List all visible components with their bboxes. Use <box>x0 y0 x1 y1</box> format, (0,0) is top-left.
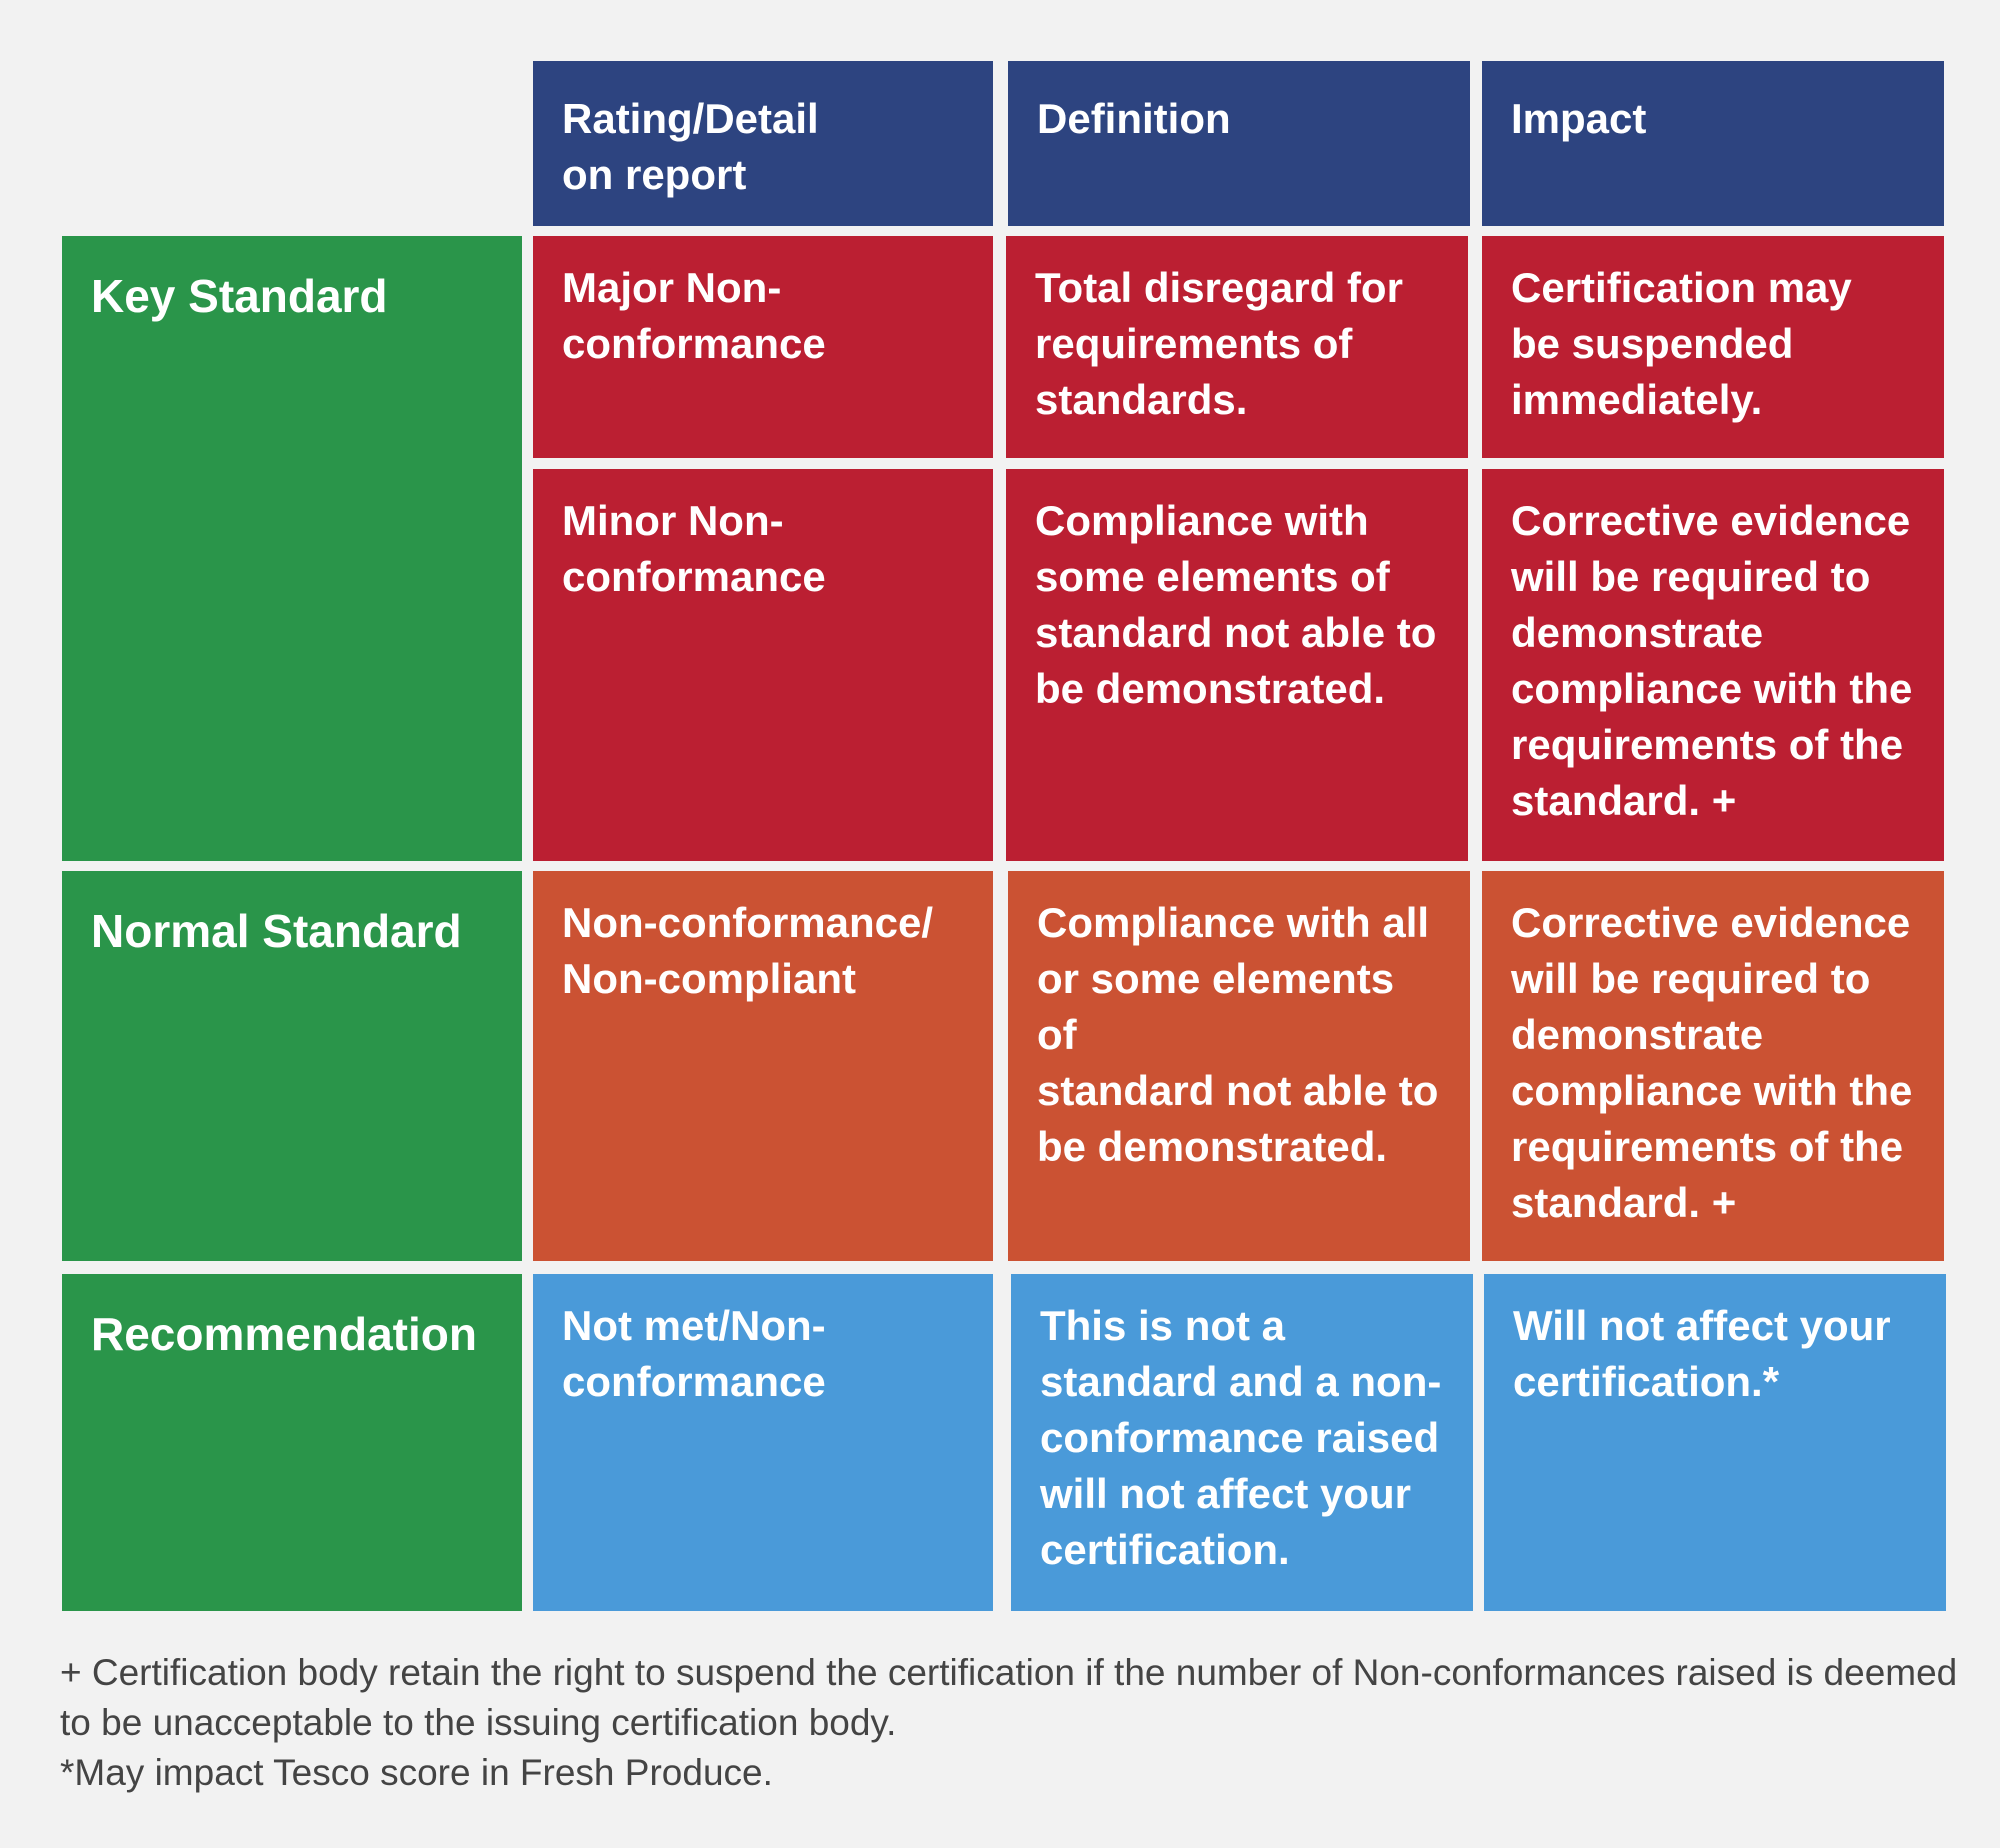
row-major-impact: Certification may be suspended immediate… <box>1482 236 1944 458</box>
row-major-definition: Total disregard for requirements of stan… <box>1006 236 1468 458</box>
row-recommendation-impact: Will not affect your certification.* <box>1484 1274 1946 1611</box>
footnotes: + Certification body retain the right to… <box>60 1648 1960 1798</box>
row-recommendation-rating: Not met/Non- conformance <box>533 1274 993 1611</box>
row-normal-rating: Non-conformance/ Non-compliant <box>533 871 993 1261</box>
row-major-rating: Major Non- conformance <box>533 236 993 458</box>
row-recommendation-definition: This is not a standard and a non- confor… <box>1011 1274 1473 1611</box>
row-normal-impact: Corrective evidence will be required to … <box>1482 871 1944 1261</box>
row-normal-definition: Compliance with all or some elements of … <box>1008 871 1470 1261</box>
header-definition: Definition <box>1008 61 1470 226</box>
row-minor-rating: Minor Non- conformance <box>533 469 993 861</box>
header-impact: Impact <box>1482 61 1944 226</box>
header-rating: Rating/Detail on report <box>533 61 993 226</box>
row-minor-impact: Corrective evidence will be required to … <box>1482 469 1944 861</box>
group-normal-standard: Normal Standard <box>62 871 522 1261</box>
group-key-standard: Key Standard <box>62 236 522 861</box>
footnote-plus: + Certification body retain the right to… <box>60 1652 1958 1743</box>
row-minor-definition: Compliance with some elements of standar… <box>1006 469 1468 861</box>
group-recommendation: Recommendation <box>62 1274 522 1611</box>
footnote-asterisk: *May impact Tesco score in Fresh Produce… <box>60 1752 773 1793</box>
